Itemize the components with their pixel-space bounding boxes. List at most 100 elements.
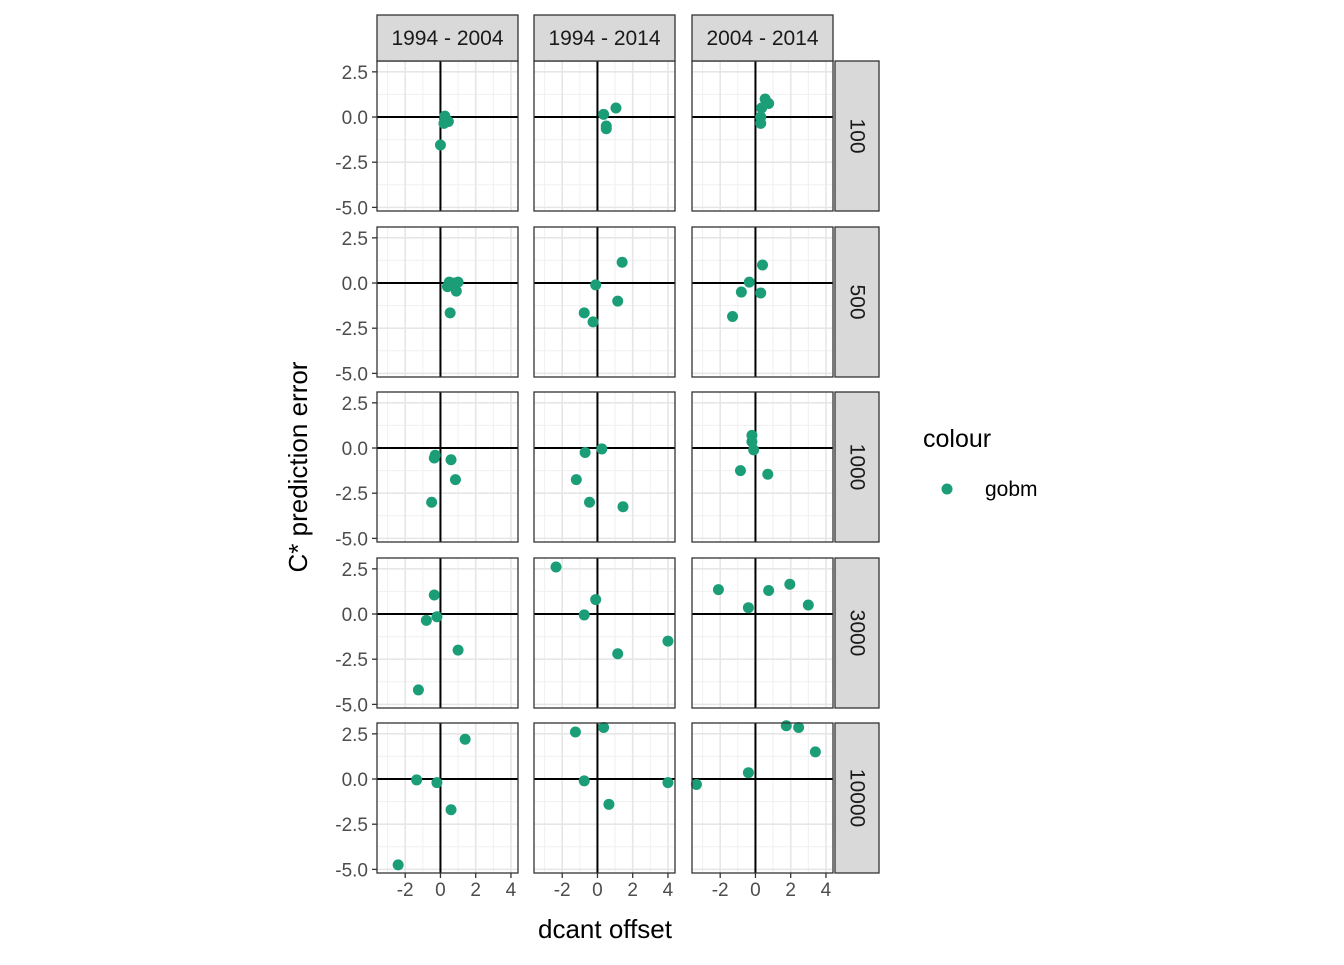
data-point <box>578 307 590 319</box>
data-point <box>587 316 599 328</box>
data-point <box>442 281 453 293</box>
data-point <box>793 722 805 734</box>
panel-background <box>377 558 518 708</box>
data-point <box>598 108 610 120</box>
data-point <box>603 798 615 810</box>
data-point <box>569 726 581 738</box>
x-tick-label: 4 <box>821 880 832 901</box>
data-point <box>392 859 404 871</box>
data-point <box>426 496 438 508</box>
panel-border <box>376 722 519 874</box>
row-strip-1000 <box>834 391 880 543</box>
x-tick-label: 2 <box>470 880 481 901</box>
legend: colour gobm <box>923 425 1038 501</box>
panel-3000-3 <box>691 557 834 709</box>
column-strip-3 <box>691 14 834 62</box>
data-point <box>784 578 796 590</box>
panel-1000-1 <box>376 391 519 543</box>
data-point <box>590 594 602 606</box>
data-point <box>616 256 628 268</box>
data-point <box>428 452 440 464</box>
data-point <box>756 102 768 114</box>
panel-background <box>534 723 675 873</box>
data-point <box>662 635 674 647</box>
data-point <box>431 777 443 789</box>
data-point <box>445 454 457 466</box>
panel-100-3 <box>691 60 834 212</box>
data-point <box>442 116 454 128</box>
y-tick-label: -2.5 <box>335 650 368 671</box>
legend-key-point <box>941 483 953 495</box>
row-strip-label: 3000 <box>846 610 869 657</box>
panel-border <box>691 226 834 378</box>
data-point <box>434 139 446 151</box>
y-tick-label: -5.0 <box>335 695 368 716</box>
data-point <box>755 117 767 129</box>
panel-3000-1 <box>376 557 519 709</box>
x-axis-title: dcant offset <box>538 914 673 944</box>
data-point <box>748 444 760 456</box>
x-tick-label: 2 <box>785 880 796 901</box>
data-point <box>727 310 739 322</box>
y-tick-label: 2.5 <box>342 560 368 581</box>
data-point <box>452 276 464 288</box>
panel-10000-2 <box>533 722 676 874</box>
data-point <box>743 276 755 288</box>
y-tick-label: -2.5 <box>335 319 368 340</box>
panel-background <box>377 227 518 377</box>
panel-10000-3 <box>690 720 834 874</box>
panel-3000-2 <box>533 557 676 709</box>
data-point <box>712 584 724 596</box>
column-strip-label: 2004 - 2014 <box>706 27 818 50</box>
data-point <box>742 767 754 779</box>
panel-background <box>692 227 833 377</box>
y-tick-label: -2.5 <box>335 484 368 505</box>
data-point <box>809 746 821 758</box>
panel-100-2 <box>533 60 676 212</box>
data-point <box>584 496 596 508</box>
data-point <box>617 501 629 513</box>
panel-10000-1 <box>376 722 519 874</box>
data-point <box>598 722 610 734</box>
y-tick-label: 2.5 <box>342 394 368 415</box>
panel-border <box>533 557 676 709</box>
panel-border <box>691 722 834 874</box>
row-strip-3000 <box>834 557 880 709</box>
y-tick-label: 2.5 <box>342 725 368 746</box>
row-strip-10000 <box>834 722 880 874</box>
panel-1000-2 <box>533 391 676 543</box>
row-strip-100 <box>834 60 880 212</box>
data-point <box>578 609 590 621</box>
data-point <box>612 648 624 660</box>
y-tick-label: 2.5 <box>342 63 368 84</box>
data-point <box>570 474 582 486</box>
data-point <box>610 102 622 114</box>
data-point <box>590 279 602 291</box>
data-point <box>578 775 590 787</box>
x-tick-label: 4 <box>506 880 517 901</box>
column-strip-label: 1994 - 2014 <box>548 27 660 50</box>
data-point <box>550 561 562 573</box>
x-tick-label: 0 <box>592 880 603 901</box>
data-point <box>431 611 443 623</box>
y-tick-label: -5.0 <box>335 529 368 550</box>
data-point <box>742 602 754 614</box>
panel-border <box>533 391 676 543</box>
y-tick-label: -5.0 <box>335 198 368 219</box>
data-point <box>579 447 591 459</box>
panel-background <box>692 61 833 211</box>
y-tick-label: 0.0 <box>342 108 368 129</box>
panel-500-3 <box>691 226 834 378</box>
panel-background <box>377 392 518 542</box>
legend-title: colour <box>923 425 991 453</box>
y-tick-label: 0.0 <box>342 770 368 791</box>
x-tick-label: -2 <box>554 880 571 901</box>
data-point <box>452 644 464 656</box>
data-point <box>612 295 624 307</box>
data-point <box>662 777 674 789</box>
data-point <box>735 286 747 298</box>
panel-500-1 <box>376 226 519 378</box>
panel-background <box>534 558 675 708</box>
y-tick-label: 0.0 <box>342 274 368 295</box>
